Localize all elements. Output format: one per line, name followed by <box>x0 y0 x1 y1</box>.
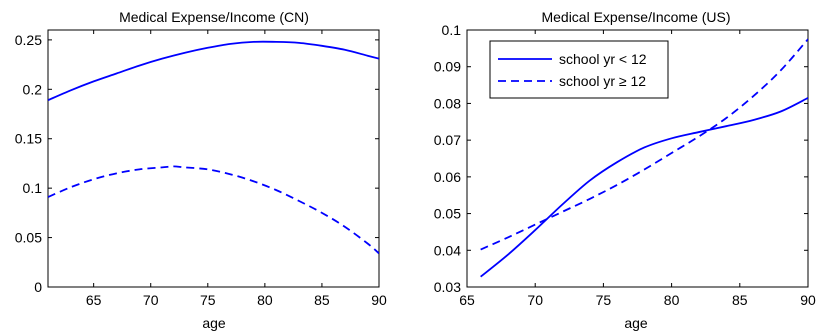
y-tick-label: 0.07 <box>434 132 461 148</box>
x-tick-label: 90 <box>800 292 816 308</box>
plot-area: 65 70 75 80 85 90 0.03 0.04 0.05 0.06 0.07 0.08 0.09… <box>434 22 816 308</box>
y-tick-label: 0.05 <box>434 206 461 222</box>
x-tick-label: 75 <box>596 292 612 308</box>
x-tick-label: 90 <box>371 292 387 308</box>
y-tick-label: 0 <box>34 279 42 295</box>
x-axis-label: age <box>202 315 226 331</box>
axes-box <box>466 29 809 288</box>
y-tick-label: 0.15 <box>15 131 42 147</box>
x-tick-label: 80 <box>257 292 273 308</box>
x-tick-label: 65 <box>86 292 102 308</box>
x-tick-label: 65 <box>459 292 475 308</box>
y-tick-label: 0.04 <box>434 242 461 258</box>
legend: school yr < 12 school yr ≥ 12 <box>489 40 669 99</box>
legend-entry-label: school yr < 12 <box>559 51 647 67</box>
y-tick-label: 0.03 <box>434 279 461 295</box>
plot-area: 65 70 75 80 85 90 0 0.05 0.1 0.15 0.2 0.25 <box>15 29 387 308</box>
y-tick-label: 0.06 <box>434 169 461 185</box>
y-tick-label: 0.2 <box>23 81 43 97</box>
legend-entry-label: school yr ≥ 12 <box>559 73 646 89</box>
chart-medical-expense-cn: Medical Expense/Income (CN) 65 70 75 80 85 90… <box>15 9 387 331</box>
legend-box <box>489 40 669 99</box>
series-line-solid <box>480 97 808 278</box>
axes-box <box>47 29 380 288</box>
series-line-dashed <box>480 38 808 251</box>
series-line-dashed <box>48 165 379 255</box>
y-tick-label: 0.05 <box>15 230 42 246</box>
x-tick-label: 85 <box>314 292 330 308</box>
x-tick-label: 80 <box>664 292 680 308</box>
series-line-solid <box>48 40 379 102</box>
chart-title: Medical Expense/Income (US) <box>541 9 730 25</box>
chart-title: Medical Expense/Income (CN) <box>119 9 309 25</box>
y-tick-label: 0.1 <box>23 180 43 196</box>
y-tick-label: 0.1 <box>442 22 462 38</box>
y-tick-label: 0.08 <box>434 95 461 111</box>
x-tick-label: 70 <box>143 292 159 308</box>
y-tick-label: 0.09 <box>434 59 461 75</box>
x-tick-label: 70 <box>527 292 543 308</box>
x-tick-label: 75 <box>200 292 216 308</box>
y-tick-label: 0.25 <box>15 32 42 48</box>
chart-medical-expense-us: Medical Expense/Income (US) 65 70 75 80 85 90… <box>434 9 816 331</box>
x-axis-label: age <box>624 315 648 331</box>
x-tick-label: 85 <box>732 292 748 308</box>
